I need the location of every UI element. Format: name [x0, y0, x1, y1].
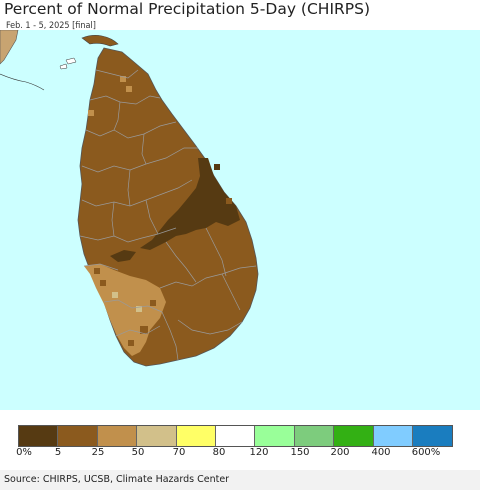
pixel-patch: [128, 340, 134, 346]
pixel-patch: [120, 76, 126, 82]
pixel-patch: [226, 198, 232, 204]
legend-label: 150: [290, 447, 310, 458]
legend-swatch: [412, 426, 453, 446]
legend-label: 25: [91, 447, 105, 458]
footer: Source: CHIRPS, UCSB, Climate Hazards Ce…: [0, 470, 480, 490]
legend-swatch: [255, 426, 295, 446]
india-mainland: [0, 30, 19, 65]
legend-swatch: [373, 426, 413, 446]
legend-swatch: [19, 426, 59, 446]
pixel-patch: [150, 300, 156, 306]
legend-swatch: [97, 426, 138, 446]
legend-label: 80: [212, 447, 226, 458]
island-small-1: [65, 57, 77, 65]
district-boundaries: [79, 69, 257, 361]
legend-swatch: [215, 426, 256, 446]
source-credit: Source: CHIRPS, UCSB, Climate Hazards Ce…: [4, 474, 230, 485]
pixel-patch: [140, 326, 148, 334]
legend-label: 120: [249, 447, 269, 458]
map-subtitle: Feb. 1 - 5, 2025 [final]: [6, 21, 96, 31]
island-small-2: [59, 63, 68, 70]
pixel-patch: [112, 292, 118, 298]
legend-swatch: [334, 426, 374, 446]
pixel-patch: [100, 280, 106, 286]
pixel-patch: [94, 268, 100, 274]
legend-labels: 0% 5 25 50 70 80 120 150 200 400 600%: [0, 447, 480, 461]
region-east-very-dry: [140, 158, 240, 250]
legend-label: 0%: [16, 447, 32, 458]
map-title: Percent of Normal Precipitation 5-Day (C…: [4, 0, 371, 18]
legend-swatch: [294, 426, 335, 446]
precipitation-map: [0, 30, 480, 410]
region-central-very-dry: [110, 250, 136, 262]
pixel-patch: [88, 110, 94, 116]
legend-label: 400: [371, 447, 391, 458]
legend-bar: [18, 425, 454, 447]
pixel-patch: [214, 164, 220, 170]
pixel-patch: [126, 86, 132, 92]
legend-swatch: [137, 426, 177, 446]
legend-label: 600%: [411, 447, 441, 458]
legend-swatch: [58, 426, 98, 446]
jaffna-peninsula: [81, 35, 119, 47]
legend-swatch: [176, 426, 216, 446]
pixel-patch: [136, 306, 142, 312]
legend-label: 5: [54, 447, 62, 458]
legend-label: 200: [330, 447, 350, 458]
india-coast-line: [0, 73, 45, 91]
legend-label: 50: [131, 447, 145, 458]
legend-label: 70: [172, 447, 186, 458]
